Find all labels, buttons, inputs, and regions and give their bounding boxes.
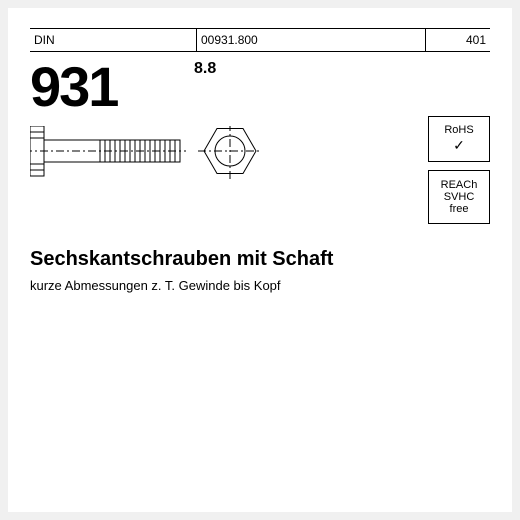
din-number: 931	[30, 54, 117, 119]
reach-line1: REACh	[441, 179, 478, 191]
rohs-badge: RoHS ✓	[428, 116, 490, 162]
header-row: DIN 00931.800 401	[30, 28, 490, 52]
header-standard: DIN	[30, 29, 197, 51]
product-spec-card: DIN 00931.800 401 931 8.8	[8, 8, 512, 512]
check-icon: ✓	[453, 138, 465, 153]
reach-badge: REACh SVHC free	[428, 170, 490, 224]
bolt-diagram	[30, 126, 270, 186]
header-code: 00931.800	[197, 29, 426, 51]
rohs-label: RoHS	[444, 124, 473, 136]
header-id: 401	[426, 29, 490, 51]
reach-line3: free	[450, 203, 469, 215]
reach-line2: SVHC	[444, 191, 475, 203]
product-title: Sechskantschrauben mit Schaft	[30, 248, 333, 271]
strength-grade: 8.8	[194, 60, 216, 78]
product-subtitle: kurze Abmessungen z. T. Gewinde bis Kopf	[30, 278, 281, 293]
